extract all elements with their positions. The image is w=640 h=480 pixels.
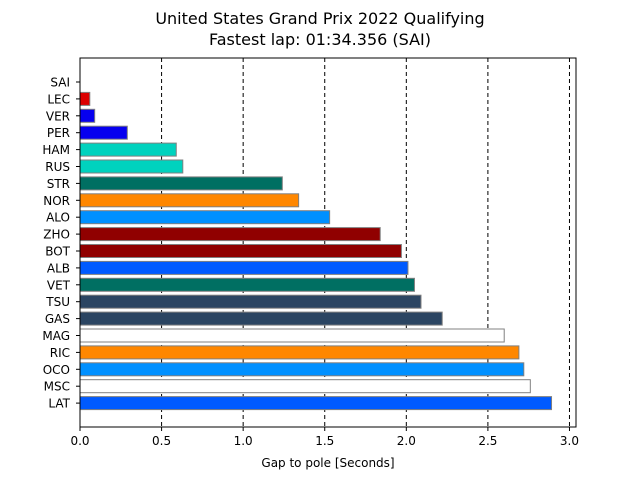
bar-gas: [79, 311, 443, 326]
x-tick-label: 2.0: [397, 434, 416, 448]
bar-str: [79, 176, 283, 191]
bar-vet: [79, 277, 415, 292]
bar-alo: [79, 210, 331, 225]
y-tick-label-nor: NOR: [43, 194, 70, 208]
y-tick-label-per: PER: [47, 126, 70, 140]
y-tick-label-gas: GAS: [45, 312, 70, 326]
y-tick-label-ric: RIC: [50, 346, 70, 360]
bar-rus: [79, 159, 184, 174]
y-tick-label-lec: LEC: [47, 92, 70, 106]
bar-lat: [79, 396, 553, 411]
y-tick-label-ham: HAM: [42, 143, 70, 157]
y-tick-label-str: STR: [47, 177, 70, 191]
x-tick-label: 0.5: [152, 434, 171, 448]
bar-msc: [79, 379, 531, 394]
y-tick-label-msc: MSC: [44, 380, 70, 394]
y-tick-label-lat: LAT: [48, 397, 70, 411]
y-tick-label-vet: VET: [47, 278, 71, 292]
y-tick-label-oco: OCO: [43, 363, 70, 377]
bar-per: [79, 125, 128, 140]
bar-tsu: [79, 294, 422, 309]
y-tick-label-tsu: TSU: [45, 295, 70, 309]
grid-lines: [161, 58, 570, 427]
x-tick-label: 0.0: [70, 434, 89, 448]
bar-alb: [79, 260, 409, 275]
x-axis-label: Gap to pole [Seconds]: [261, 456, 394, 470]
x-tick-labels: 0.0 0.5 1.0 1.5 2.0 2.5 3.0: [70, 427, 579, 448]
bar-oco: [79, 362, 525, 377]
y-tick-label-rus: RUS: [45, 160, 70, 174]
y-tick-label-alo: ALO: [46, 211, 70, 225]
y-tick-label-ver: VER: [46, 109, 70, 123]
y-tick-labels: SAI LEC VER PER HAM RUS STR NOR ALO ZHO BOT ALB VET T…: [42, 76, 80, 411]
bar-bot: [79, 244, 402, 258]
bar-mag: [79, 328, 505, 343]
x-tick-label: 1.5: [315, 434, 334, 448]
bar-zho: [79, 227, 381, 242]
bar-ver: [79, 108, 96, 123]
y-tick-label-mag: MAG: [42, 329, 70, 343]
y-tick-label-alb: ALB: [47, 261, 70, 275]
x-tick-label: 2.5: [478, 434, 497, 448]
y-tick-label-zho: ZHO: [43, 228, 70, 242]
chart-title: United States Grand Prix 2022 Qualifying: [155, 9, 484, 28]
y-tick-label-bot: BOT: [45, 245, 70, 259]
bar-ham: [79, 142, 177, 157]
x-tick-label: 1.0: [234, 434, 253, 448]
bar-ric: [79, 345, 520, 360]
bar-lec: [79, 91, 91, 106]
x-tick-label: 3.0: [560, 434, 579, 448]
plot-frame: [79, 57, 577, 428]
bar-nor: [79, 193, 300, 208]
chart-subtitle: Fastest lap: 01:34.356 (SAI): [209, 30, 431, 49]
bar-series: [79, 91, 553, 411]
y-tick-label-sai: SAI: [50, 76, 70, 90]
